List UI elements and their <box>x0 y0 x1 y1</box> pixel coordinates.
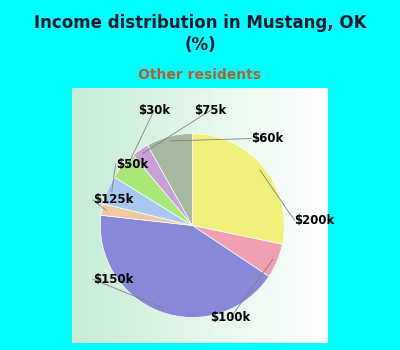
Text: $30k: $30k <box>138 104 170 117</box>
Text: Other residents: Other residents <box>138 68 262 82</box>
Text: $75k: $75k <box>194 104 226 117</box>
Wedge shape <box>114 155 192 225</box>
Text: $50k: $50k <box>116 158 148 171</box>
Text: $200k: $200k <box>294 214 335 227</box>
Wedge shape <box>101 204 192 225</box>
Text: Income distribution in Mustang, OK
(%): Income distribution in Mustang, OK (%) <box>34 14 366 54</box>
Wedge shape <box>192 225 282 276</box>
Wedge shape <box>133 145 192 225</box>
Wedge shape <box>192 133 284 244</box>
Text: $125k: $125k <box>93 194 133 206</box>
Wedge shape <box>103 177 192 225</box>
Text: $100k: $100k <box>210 311 251 324</box>
Wedge shape <box>148 133 192 225</box>
Text: $60k: $60k <box>251 132 283 145</box>
Text: $150k: $150k <box>93 273 133 286</box>
Wedge shape <box>100 215 269 317</box>
